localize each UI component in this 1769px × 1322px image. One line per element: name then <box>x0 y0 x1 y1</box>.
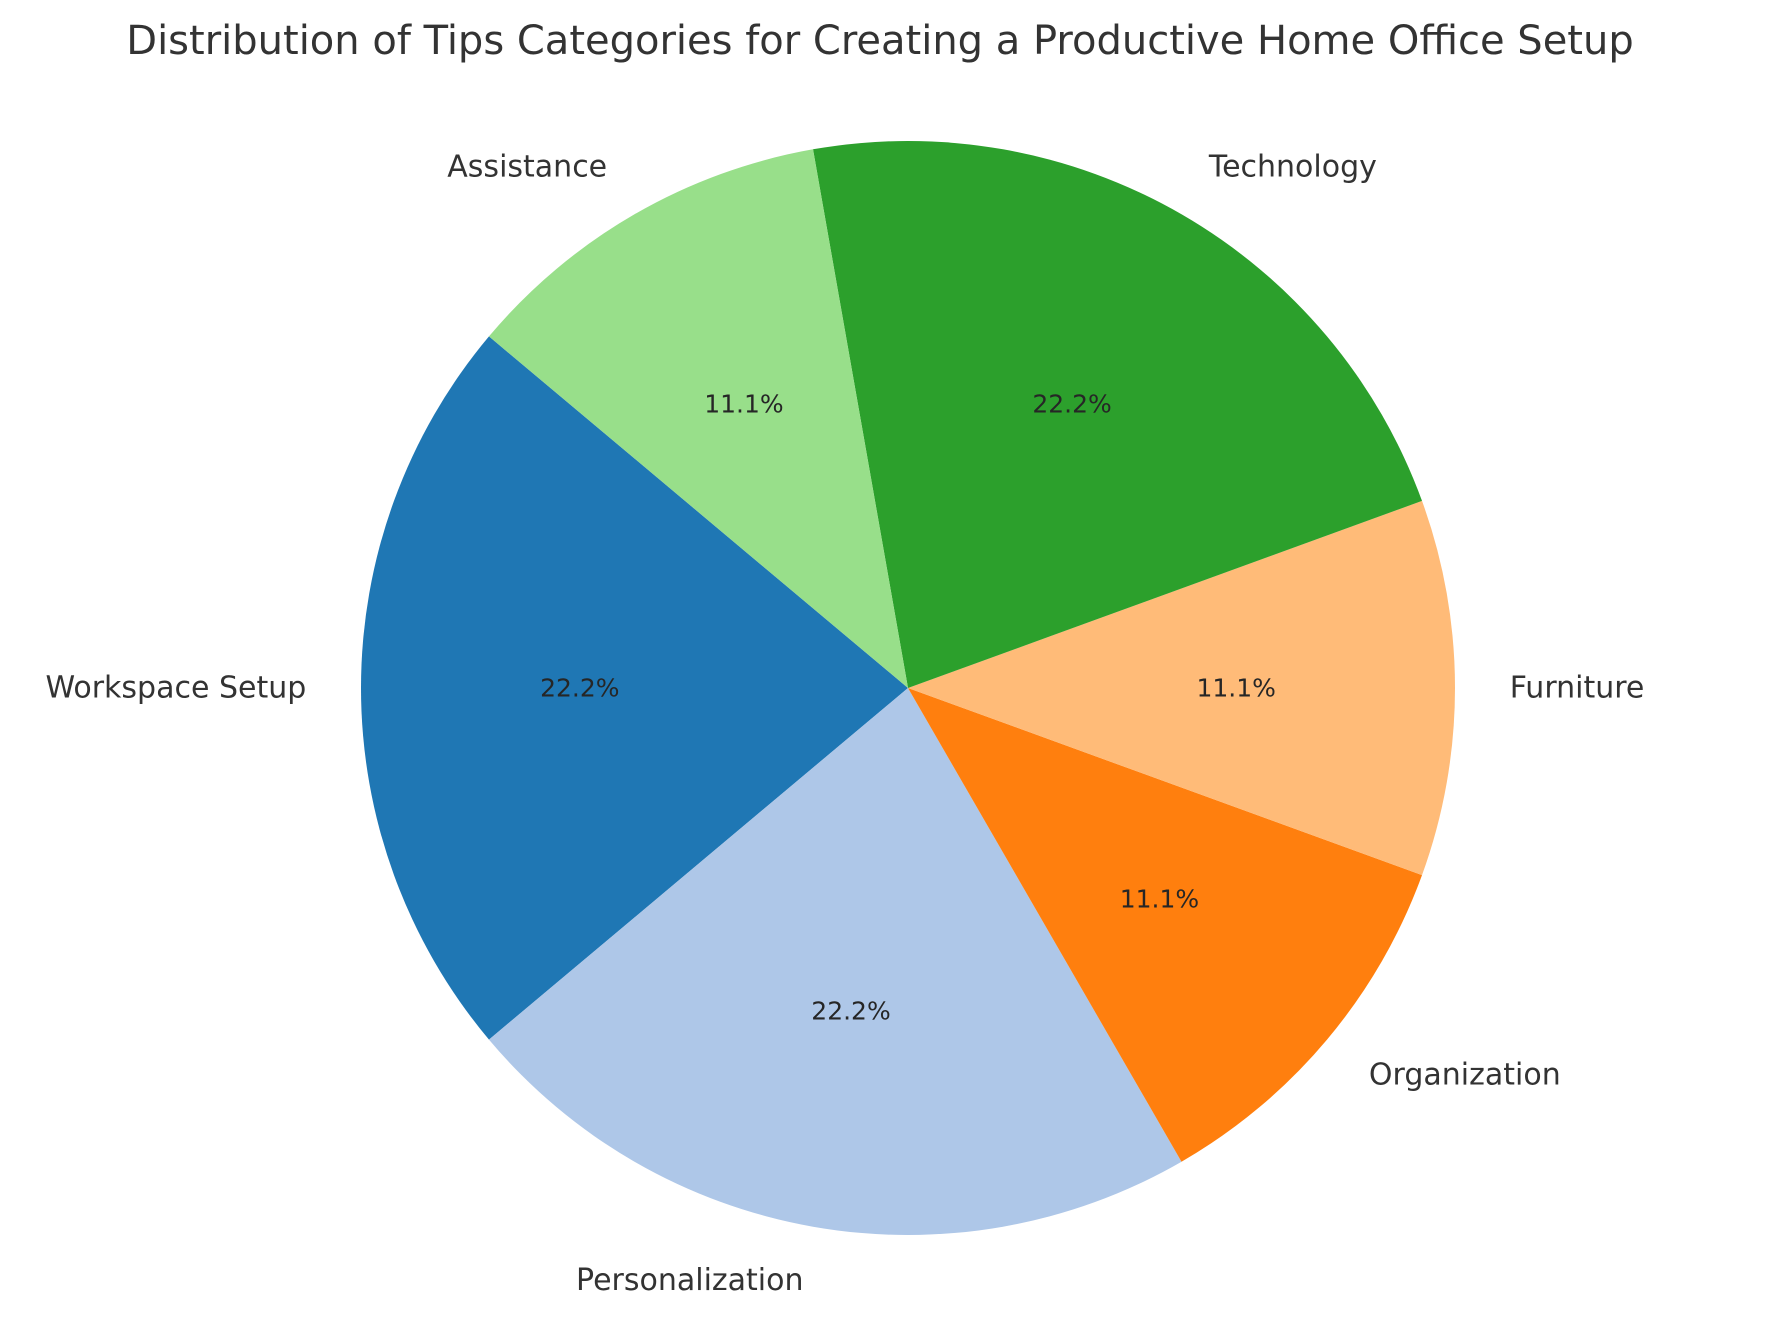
pie-slice-personalization <box>488 688 1182 1236</box>
percent-label-workspace-setup: 22.2% <box>540 674 619 703</box>
percent-label-furniture: 11.1% <box>1196 674 1275 703</box>
category-labels: Workspace Setup Personalization Organizati… <box>45 149 1644 1298</box>
percent-label-organization: 11.1% <box>1120 884 1199 913</box>
pie-slice-workspace-setup <box>360 336 908 1040</box>
category-label-furniture: Furniture <box>1510 671 1645 706</box>
category-label-workspace-setup: Workspace Setup <box>45 671 306 706</box>
chart-title: Distribution of Tips Categories for Crea… <box>126 18 1633 64</box>
percent-label-assistance: 11.1% <box>704 389 783 418</box>
category-label-personalization: Personalization <box>576 1263 803 1298</box>
pie-slice-technology <box>813 141 1423 689</box>
pie-slice-organization <box>908 688 1423 1162</box>
category-label-organization: Organization <box>1369 1057 1561 1092</box>
pie-slice-assistance <box>488 149 908 688</box>
category-label-technology: Technology <box>1208 149 1377 184</box>
pie-slice-furniture <box>908 500 1456 876</box>
percent-label-personalization: 22.2% <box>811 997 890 1026</box>
percent-labels: 22.2% 22.2% 11.1% 11.1% 22.2% 11.1% <box>540 389 1276 1025</box>
category-label-assistance: Assistance <box>447 149 607 184</box>
percent-label-technology: 22.2% <box>1032 389 1111 418</box>
pie-slices <box>360 141 1456 1236</box>
